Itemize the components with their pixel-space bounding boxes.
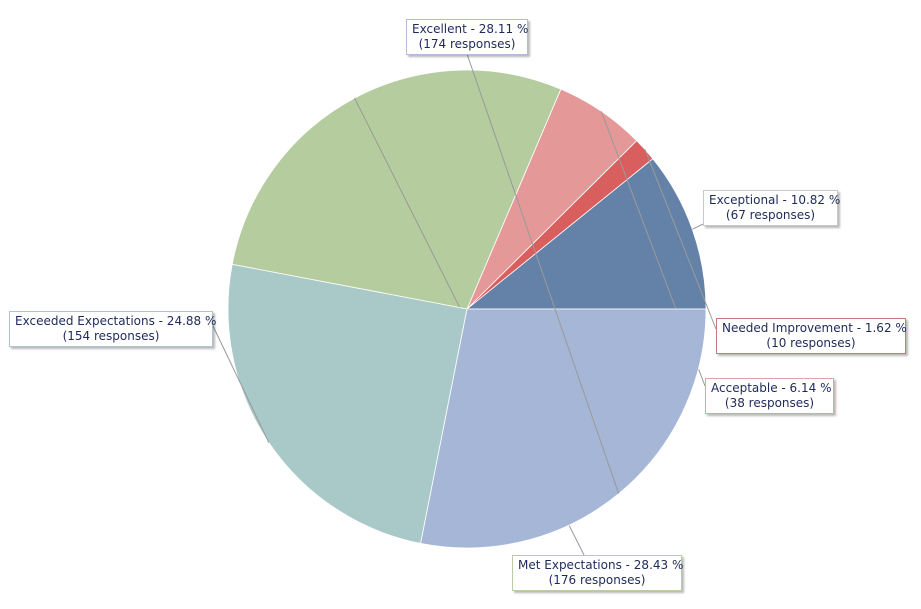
pie-slice-exceptional bbox=[465, 158, 707, 310]
data-label-needed-improvement-responses: (10 responses) bbox=[766, 336, 856, 350]
data-label-met-expectations-responses: (176 responses) bbox=[548, 573, 646, 587]
data-label-met-expectations-text: Met Expectations - 28.43 % bbox=[518, 558, 684, 572]
data-label-exceeded-expectations-responses: (154 responses) bbox=[62, 329, 160, 343]
leader-line-exceptional bbox=[692, 223, 704, 230]
data-label-exceptional-responses: (67 responses) bbox=[725, 208, 816, 222]
pie-slice-excellent bbox=[420, 308, 707, 549]
data-label-acceptable-responses: (38 responses) bbox=[724, 396, 815, 410]
data-label-needed-improvement-text: Needed Improvement - 1.62 % bbox=[722, 321, 907, 335]
leader-line-exceeded-expectations bbox=[212, 325, 270, 443]
data-label-exceptional: Exceptional - 10.82 % (67 responses) bbox=[703, 190, 841, 226]
data-label-exceeded-expectations-text: Exceeded Expectations - 24.88 % bbox=[15, 314, 217, 328]
data-label-excellent-text: Excellent - 28.11 % bbox=[412, 22, 529, 36]
data-label-acceptable-text: Acceptable - 6.14 % bbox=[711, 381, 832, 395]
data-label-exceeded-expectations: Exceeded Expectations - 24.88 % (154 res… bbox=[9, 311, 217, 347]
data-label-acceptable: Acceptable - 6.14 % (38 responses) bbox=[705, 378, 834, 414]
leader-line-excellent bbox=[466, 53, 620, 494]
data-label-exceptional-text: Exceptional - 10.82 % bbox=[709, 193, 841, 207]
data-label-excellent-responses: (174 responses) bbox=[418, 37, 516, 51]
data-label-needed-improvement: Needed Improvement - 1.62 % (10 response… bbox=[716, 318, 907, 354]
pie-slice-met-expectations bbox=[231, 69, 562, 310]
leader-line-needed-improvement bbox=[644, 149, 717, 330]
data-label-excellent: Excellent - 28.11 % (174 responses) bbox=[406, 19, 528, 55]
data-label-met-expectations: Met Expectations - 28.43 % (176 response… bbox=[512, 555, 684, 591]
